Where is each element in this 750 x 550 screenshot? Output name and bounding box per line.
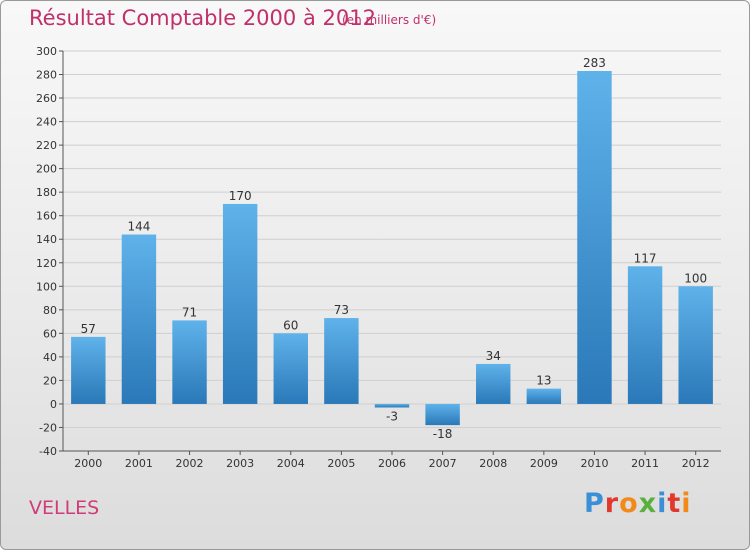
bar-2011 [627, 266, 663, 404]
data-label: 57 [81, 322, 96, 336]
x-tick-label: 2000 [74, 457, 102, 470]
y-tick-label: 260 [36, 92, 57, 105]
grid-lines [63, 50, 721, 452]
y-tick-label: 140 [36, 233, 57, 246]
x-tick-label: 2002 [176, 457, 204, 470]
bar-2001 [121, 234, 157, 404]
y-tick-label: 100 [36, 280, 57, 293]
bar-2007 [425, 403, 460, 426]
axes [62, 51, 721, 452]
bar-2009 [526, 388, 562, 404]
bar-2005 [324, 318, 359, 404]
brand-letter: i [657, 488, 668, 519]
x-tick-label: 2005 [327, 457, 355, 470]
data-label: 71 [182, 305, 197, 319]
x-tick-label: 2011 [631, 457, 659, 470]
data-label: 34 [486, 349, 501, 363]
chart-title: Résultat Comptable 2000 à 2012 [29, 6, 376, 30]
data-label: -3 [386, 409, 398, 423]
y-tick-label: 240 [36, 116, 57, 129]
data-label: 170 [229, 189, 252, 203]
y-tick-label: 60 [43, 327, 57, 340]
x-axis-ticks: 2000 2001 2002 2003 2004 2005 2006 2007 2008 2009… [74, 451, 710, 470]
brand-letter: r [604, 488, 620, 519]
bar-2008 [476, 363, 511, 404]
x-tick-label: 2003 [226, 457, 254, 470]
bars [71, 71, 713, 426]
brand-letter: P [584, 488, 605, 519]
y-tick-label: 280 [36, 69, 57, 82]
bar-2002 [172, 320, 207, 404]
y-tick-label: 120 [36, 257, 57, 270]
y-axis-ticks: -40 -20 0 20 40 60 80 100 120 140 160 180 200 220 240 2… [36, 45, 63, 458]
data-label: 13 [536, 374, 551, 388]
data-label: 100 [684, 271, 707, 285]
data-labels: 57 144 71 170 60 73 -3 -18 34 13 283 117 100 [81, 56, 707, 441]
bar-2010 [577, 71, 612, 404]
y-tick-label: 220 [36, 139, 57, 152]
y-tick-label: 20 [43, 374, 57, 387]
data-label: 60 [283, 318, 298, 332]
commune-name: VELLES [29, 497, 100, 519]
y-tick-label: -20 [39, 421, 57, 434]
bar-2012 [678, 286, 713, 404]
bar-2003 [222, 203, 258, 404]
bar-2004 [273, 333, 308, 404]
y-tick-label: 200 [36, 163, 57, 176]
y-tick-label: 40 [43, 351, 57, 364]
y-tick-label: 80 [43, 304, 57, 317]
x-tick-label: 2006 [378, 457, 406, 470]
x-tick-label: 2007 [429, 457, 457, 470]
x-tick-label: 2012 [682, 457, 710, 470]
x-tick-label: 2008 [479, 457, 507, 470]
y-tick-label: 180 [36, 186, 57, 199]
y-tick-label: -40 [39, 445, 57, 458]
x-tick-label: 2010 [580, 457, 608, 470]
data-label: -18 [433, 427, 453, 441]
chart-subtitle: (en milliers d'€) [342, 13, 437, 27]
brand-letter: i [681, 488, 692, 519]
brand-logo: Proxiti [584, 488, 692, 519]
bar-2000 [71, 336, 106, 404]
data-label: 144 [127, 220, 150, 234]
data-label: 283 [583, 56, 606, 70]
brand-letter: o [619, 488, 639, 519]
y-tick-label: 0 [50, 398, 57, 411]
x-tick-label: 2009 [530, 457, 558, 470]
data-label: 73 [334, 303, 349, 317]
y-tick-label: 300 [36, 45, 57, 58]
brand-letter: t [667, 488, 682, 519]
brand-letter: x [638, 488, 658, 519]
data-label: 117 [634, 251, 657, 265]
x-tick-label: 2004 [277, 457, 305, 470]
bar-2006 [374, 403, 410, 408]
y-tick-label: 160 [36, 210, 57, 223]
x-tick-label: 2001 [125, 457, 153, 470]
